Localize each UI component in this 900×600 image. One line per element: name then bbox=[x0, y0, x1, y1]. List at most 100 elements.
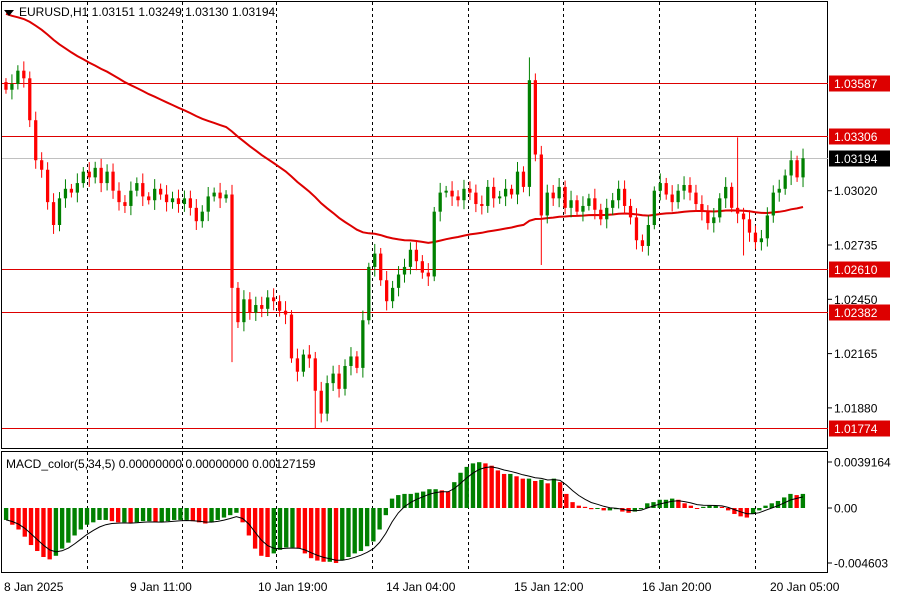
candle-body bbox=[682, 184, 686, 191]
candle-body bbox=[182, 198, 187, 205]
candle-body bbox=[361, 320, 365, 368]
price-levels bbox=[2, 83, 828, 429]
macd-bar bbox=[464, 466, 469, 508]
macd-bar bbox=[302, 508, 308, 554]
macd-bar bbox=[252, 508, 258, 549]
candle-body bbox=[266, 297, 270, 309]
macd-tick-label: 0.00 bbox=[834, 502, 858, 516]
candle-body bbox=[468, 188, 472, 193]
candle-body bbox=[634, 217, 639, 241]
candle-body bbox=[652, 190, 656, 225]
candle-body bbox=[700, 204, 704, 212]
candle-body bbox=[557, 186, 561, 199]
macd-bar bbox=[296, 508, 301, 549]
macd-bar bbox=[607, 508, 613, 511]
macd-bar bbox=[750, 508, 756, 514]
macd-bar bbox=[557, 482, 563, 508]
candle-body bbox=[658, 183, 662, 191]
candle-body bbox=[355, 356, 359, 368]
macd-bar bbox=[769, 503, 774, 508]
candle-body bbox=[527, 80, 532, 187]
symbol-ohlc-text: EURUSD,H1 1.03151 1.03249 1.03130 1.0319… bbox=[19, 5, 276, 19]
candle-body bbox=[563, 186, 567, 208]
macd-bar bbox=[209, 508, 214, 523]
candle-body bbox=[176, 198, 181, 205]
macd-bar bbox=[333, 508, 339, 563]
macd-bar bbox=[489, 465, 494, 508]
candle-body bbox=[759, 238, 764, 243]
macd-bar bbox=[495, 470, 501, 508]
macd-bar bbox=[663, 499, 669, 508]
macd-bar bbox=[84, 508, 90, 525]
macd-bar bbox=[651, 502, 656, 508]
macd-bar bbox=[240, 508, 245, 523]
candle-body bbox=[111, 171, 115, 191]
macd-bar bbox=[122, 508, 127, 523]
macd-bar bbox=[115, 508, 121, 523]
macd-bar bbox=[72, 508, 77, 536]
candle-body bbox=[170, 198, 175, 203]
macd-bar bbox=[196, 508, 202, 523]
macd-bar bbox=[16, 508, 21, 530]
macd-bar bbox=[414, 492, 420, 508]
vertical-grid bbox=[87, 2, 756, 572]
candle-body bbox=[129, 190, 133, 206]
macd-bar bbox=[632, 508, 637, 512]
macd-bar bbox=[551, 478, 557, 508]
candle-body bbox=[628, 205, 633, 218]
candle-body bbox=[414, 249, 419, 262]
candle-body bbox=[456, 196, 460, 201]
candle-body bbox=[581, 205, 585, 212]
candle-body bbox=[283, 310, 288, 315]
macd-bar bbox=[707, 505, 712, 508]
macd-bar bbox=[234, 508, 239, 513]
chart-title[interactable]: EURUSD,H1 1.03151 1.03249 1.03130 1.0319… bbox=[4, 5, 275, 19]
macd-bar bbox=[221, 508, 227, 518]
macd-bar bbox=[10, 508, 15, 525]
candle-body bbox=[599, 209, 603, 220]
candle-body bbox=[777, 188, 781, 193]
signal-line bbox=[5, 466, 804, 561]
macd-bar bbox=[545, 483, 550, 508]
price-level-tag bbox=[829, 75, 890, 92]
macd-bar bbox=[352, 508, 357, 554]
candle-body bbox=[676, 190, 680, 203]
candle-body bbox=[212, 192, 216, 197]
macd-bar bbox=[794, 495, 799, 508]
macd-bar bbox=[645, 503, 650, 508]
candle-body bbox=[224, 194, 228, 199]
macd-bar bbox=[589, 508, 594, 510]
macd-bar bbox=[340, 508, 345, 561]
macd-bar bbox=[701, 506, 706, 508]
candle-body bbox=[420, 261, 424, 273]
macd-bar bbox=[290, 508, 295, 548]
candle-body bbox=[569, 200, 573, 208]
candle-body bbox=[379, 253, 383, 281]
macd-tick-label: 0.0039164 bbox=[834, 456, 891, 470]
price-level-tag bbox=[829, 261, 890, 278]
candle-body bbox=[307, 354, 311, 359]
candle-body bbox=[218, 192, 222, 199]
candle-body bbox=[123, 202, 127, 206]
macd-bar bbox=[533, 480, 538, 508]
candle-body bbox=[45, 169, 50, 203]
macd-axis: 0.0039164 0.00 -0.004603 bbox=[828, 456, 891, 571]
macd-bar bbox=[28, 508, 34, 546]
macd-bar bbox=[190, 508, 196, 522]
macd-bar bbox=[483, 463, 488, 508]
candle-body bbox=[783, 175, 787, 189]
price-level-tag bbox=[829, 128, 890, 145]
macd-bar bbox=[713, 505, 718, 508]
candle-body bbox=[81, 171, 85, 184]
macd-bar bbox=[3, 508, 9, 520]
macd-bar bbox=[420, 491, 426, 508]
macd-bar bbox=[97, 508, 102, 520]
macd-bar bbox=[470, 463, 476, 508]
candle-body bbox=[200, 211, 204, 222]
macd-bar bbox=[327, 508, 332, 562]
candle-body bbox=[260, 305, 264, 309]
candle-body bbox=[747, 219, 752, 233]
candle-body bbox=[498, 196, 502, 199]
dropdown-triangle-icon[interactable] bbox=[4, 9, 14, 16]
